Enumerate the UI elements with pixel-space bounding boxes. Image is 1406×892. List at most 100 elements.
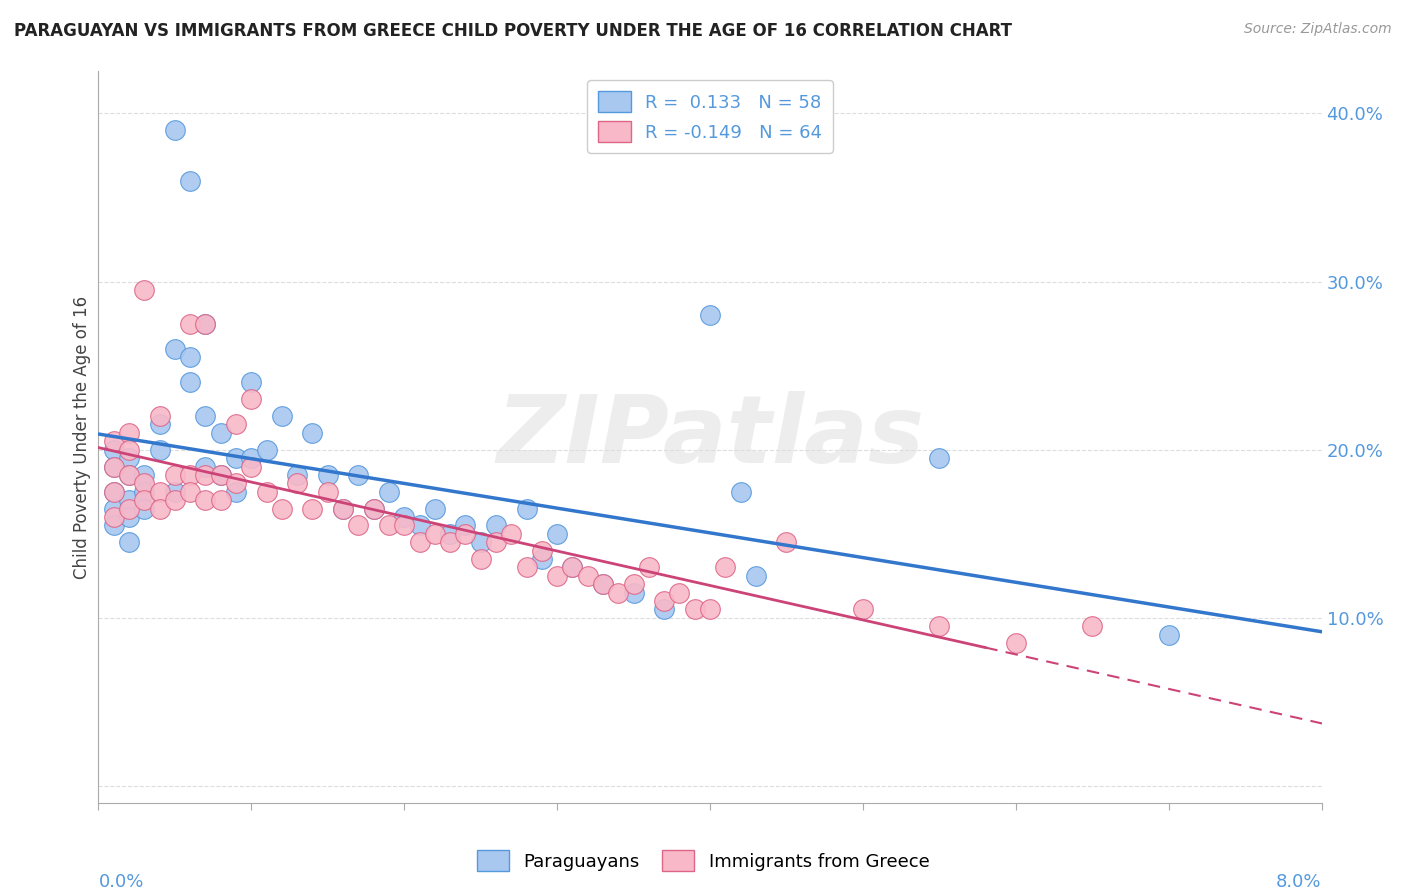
Point [561, 560, 583, 574]
Point [470, 535, 492, 549]
Point [103, 501, 125, 516]
Point [209, 425, 232, 440]
Legend: Paraguayans, Immigrants from Greece: Paraguayans, Immigrants from Greece [470, 843, 936, 879]
Point [607, 585, 630, 599]
Point [194, 459, 217, 474]
Point [256, 484, 278, 499]
Point [149, 501, 172, 516]
Point [209, 467, 232, 482]
Point [561, 560, 583, 574]
Point [1081, 619, 1104, 633]
Point [454, 526, 477, 541]
Point [546, 526, 568, 541]
Point [423, 526, 446, 541]
Point [699, 308, 721, 322]
Point [134, 484, 156, 499]
Point [163, 484, 186, 499]
Point [530, 543, 553, 558]
Point [179, 376, 201, 390]
Point [332, 501, 354, 516]
Point [439, 526, 461, 541]
Point [516, 560, 538, 574]
Point [928, 451, 950, 466]
Point [149, 417, 172, 432]
Point [592, 577, 614, 591]
Point [270, 501, 294, 516]
Y-axis label: Child Poverty Under the Age of 16: Child Poverty Under the Age of 16 [73, 295, 91, 579]
Text: 0.0%: 0.0% [98, 873, 143, 891]
Text: PARAGUAYAN VS IMMIGRANTS FROM GREECE CHILD POVERTY UNDER THE AGE OF 16 CORRELATI: PARAGUAYAN VS IMMIGRANTS FROM GREECE CHI… [14, 22, 1012, 40]
Point [118, 451, 141, 466]
Point [118, 493, 141, 508]
Point [378, 518, 401, 533]
Point [301, 501, 323, 516]
Point [637, 560, 661, 574]
Point [256, 442, 278, 457]
Point [134, 467, 156, 482]
Point [194, 317, 217, 331]
Point [530, 552, 553, 566]
Point [240, 392, 263, 407]
Point [149, 409, 172, 423]
Point [301, 425, 323, 440]
Point [485, 518, 508, 533]
Point [240, 459, 263, 474]
Point [270, 409, 294, 423]
Point [118, 467, 141, 482]
Text: 8.0%: 8.0% [1277, 873, 1322, 891]
Point [347, 518, 370, 533]
Point [1157, 627, 1180, 641]
Point [546, 569, 568, 583]
Point [699, 602, 721, 616]
Point [179, 467, 201, 482]
Point [285, 476, 308, 491]
Point [439, 535, 461, 549]
Point [423, 501, 446, 516]
Point [225, 484, 247, 499]
Point [194, 493, 217, 508]
Point [285, 467, 308, 482]
Point [928, 619, 950, 633]
Point [179, 484, 201, 499]
Point [225, 476, 247, 491]
Point [103, 484, 125, 499]
Point [149, 442, 172, 457]
Point [576, 569, 599, 583]
Point [852, 602, 875, 616]
Point [408, 535, 430, 549]
Point [652, 602, 675, 616]
Point [316, 467, 339, 482]
Point [470, 552, 492, 566]
Point [194, 467, 217, 482]
Legend: R =  0.133   N = 58, R = -0.149   N = 64: R = 0.133 N = 58, R = -0.149 N = 64 [588, 80, 832, 153]
Point [103, 510, 125, 524]
Point [179, 174, 201, 188]
Point [363, 501, 385, 516]
Point [408, 518, 430, 533]
Point [134, 283, 156, 297]
Point [623, 585, 645, 599]
Point [179, 350, 201, 364]
Point [163, 493, 186, 508]
Point [134, 476, 156, 491]
Point [454, 518, 477, 533]
Point [316, 484, 339, 499]
Point [163, 467, 186, 482]
Point [652, 594, 675, 608]
Point [134, 501, 156, 516]
Point [103, 459, 125, 474]
Point [134, 493, 156, 508]
Point [516, 501, 538, 516]
Text: ZIPatlas: ZIPatlas [496, 391, 924, 483]
Point [347, 467, 370, 482]
Point [225, 451, 247, 466]
Point [103, 518, 125, 533]
Point [209, 493, 232, 508]
Point [179, 317, 201, 331]
Point [730, 484, 752, 499]
Point [363, 501, 385, 516]
Point [163, 342, 186, 356]
Point [683, 602, 706, 616]
Point [775, 535, 797, 549]
Point [623, 577, 645, 591]
